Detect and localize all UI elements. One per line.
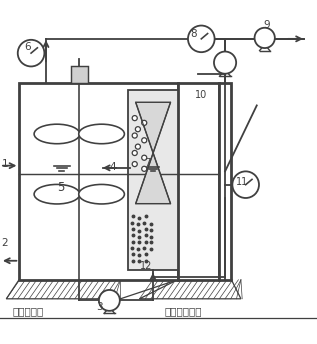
Circle shape (18, 40, 44, 66)
Ellipse shape (34, 184, 80, 204)
Text: 11: 11 (236, 177, 249, 187)
Ellipse shape (34, 124, 80, 144)
Text: 2: 2 (2, 238, 8, 248)
Text: 7: 7 (144, 158, 151, 168)
Polygon shape (136, 102, 171, 153)
Circle shape (99, 290, 120, 311)
Circle shape (135, 127, 140, 132)
Circle shape (142, 138, 147, 143)
FancyBboxPatch shape (128, 89, 178, 270)
FancyBboxPatch shape (178, 83, 219, 280)
Text: 6: 6 (24, 42, 30, 52)
Circle shape (132, 162, 137, 166)
Circle shape (255, 28, 275, 48)
Circle shape (214, 52, 236, 74)
Text: 9: 9 (263, 20, 270, 30)
Ellipse shape (79, 184, 124, 204)
Text: 10: 10 (195, 89, 207, 99)
Text: 8: 8 (190, 29, 197, 39)
Circle shape (132, 150, 137, 155)
Circle shape (232, 171, 259, 198)
Polygon shape (139, 280, 241, 299)
Circle shape (132, 133, 137, 138)
FancyBboxPatch shape (19, 83, 178, 280)
Ellipse shape (79, 124, 124, 144)
Text: 动态膜分离区: 动态膜分离区 (165, 307, 202, 316)
Circle shape (142, 155, 147, 160)
Circle shape (135, 144, 140, 149)
Text: 主体发酵区: 主体发酵区 (13, 307, 44, 316)
Circle shape (142, 120, 147, 126)
FancyBboxPatch shape (219, 83, 231, 280)
Text: 12: 12 (139, 261, 152, 271)
Text: 3: 3 (97, 302, 103, 312)
Circle shape (132, 116, 137, 121)
FancyBboxPatch shape (71, 66, 88, 83)
Text: 4: 4 (109, 162, 116, 172)
Circle shape (142, 166, 147, 171)
Circle shape (188, 25, 215, 52)
Polygon shape (136, 153, 171, 204)
Text: 5: 5 (57, 181, 64, 194)
Polygon shape (6, 280, 178, 299)
Text: 1: 1 (2, 159, 8, 169)
